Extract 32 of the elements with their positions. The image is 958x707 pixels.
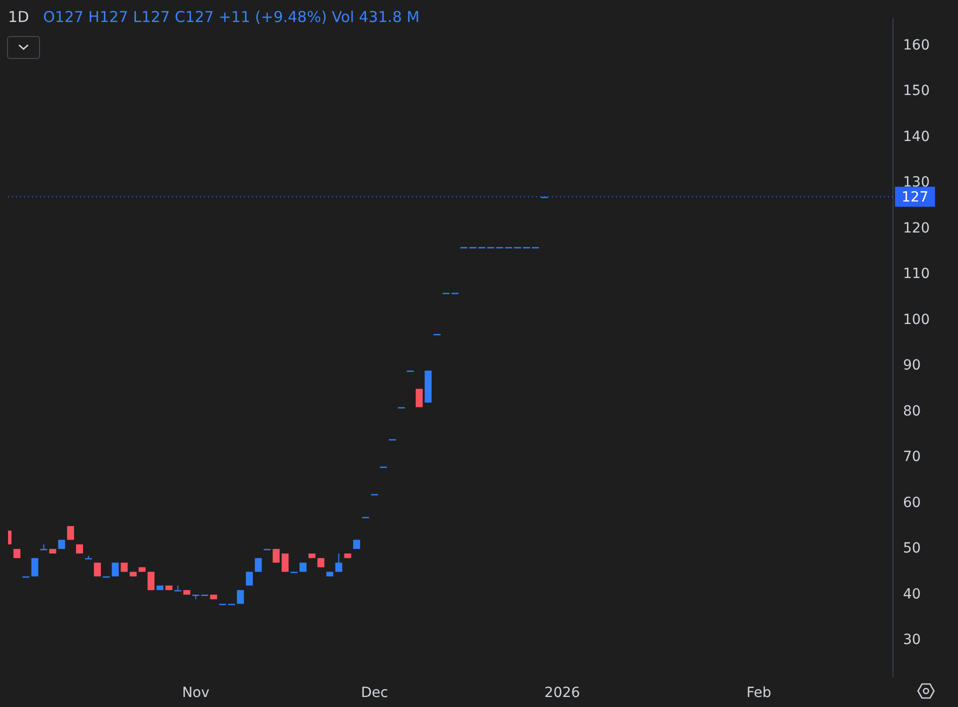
- y-tick-label: 130: [903, 174, 930, 191]
- y-tick-label: 90: [903, 358, 921, 374]
- y-tick-label: 70: [903, 449, 921, 466]
- y-tick-label: 120: [903, 220, 930, 236]
- candlestick: [335, 553, 342, 572]
- x-tick-label: Nov: [182, 685, 210, 702]
- y-tick-label: 100: [903, 312, 930, 328]
- y-tick-label: 160: [903, 37, 930, 54]
- candlestick: [120, 562, 128, 572]
- y-tick-label: 30: [903, 632, 921, 648]
- y-tick-label: 50: [903, 540, 921, 557]
- x-tick-label: Feb: [746, 685, 772, 702]
- candlestick: [94, 562, 101, 577]
- candlestick: [31, 558, 38, 577]
- candlestick: [67, 526, 74, 540]
- candlestick: [174, 585, 182, 592]
- x-tick-label: Dec: [360, 685, 388, 702]
- y-tick-label: 140: [903, 128, 930, 145]
- y-tick-label: 110: [903, 266, 930, 282]
- y-tick-label: 80: [903, 403, 921, 420]
- x-tick-label: 2026: [544, 685, 580, 702]
- ref-line-label: 127: [902, 189, 928, 206]
- chart-title: 1D: [8, 8, 30, 26]
- y-tick-label: 40: [903, 586, 921, 602]
- y-tick-label: 150: [903, 83, 930, 100]
- y-tick-label: 60: [903, 494, 921, 511]
- candlestick: [300, 562, 306, 572]
- chart-subtitle: O127 H127 L127 C127 +11 (+9.48%) Vol 431.8 M: [43, 8, 420, 26]
- candlestick: [254, 558, 262, 572]
- candlestick: [236, 590, 244, 604]
- candlestick: [112, 562, 119, 577]
- candlestick: [282, 553, 289, 572]
